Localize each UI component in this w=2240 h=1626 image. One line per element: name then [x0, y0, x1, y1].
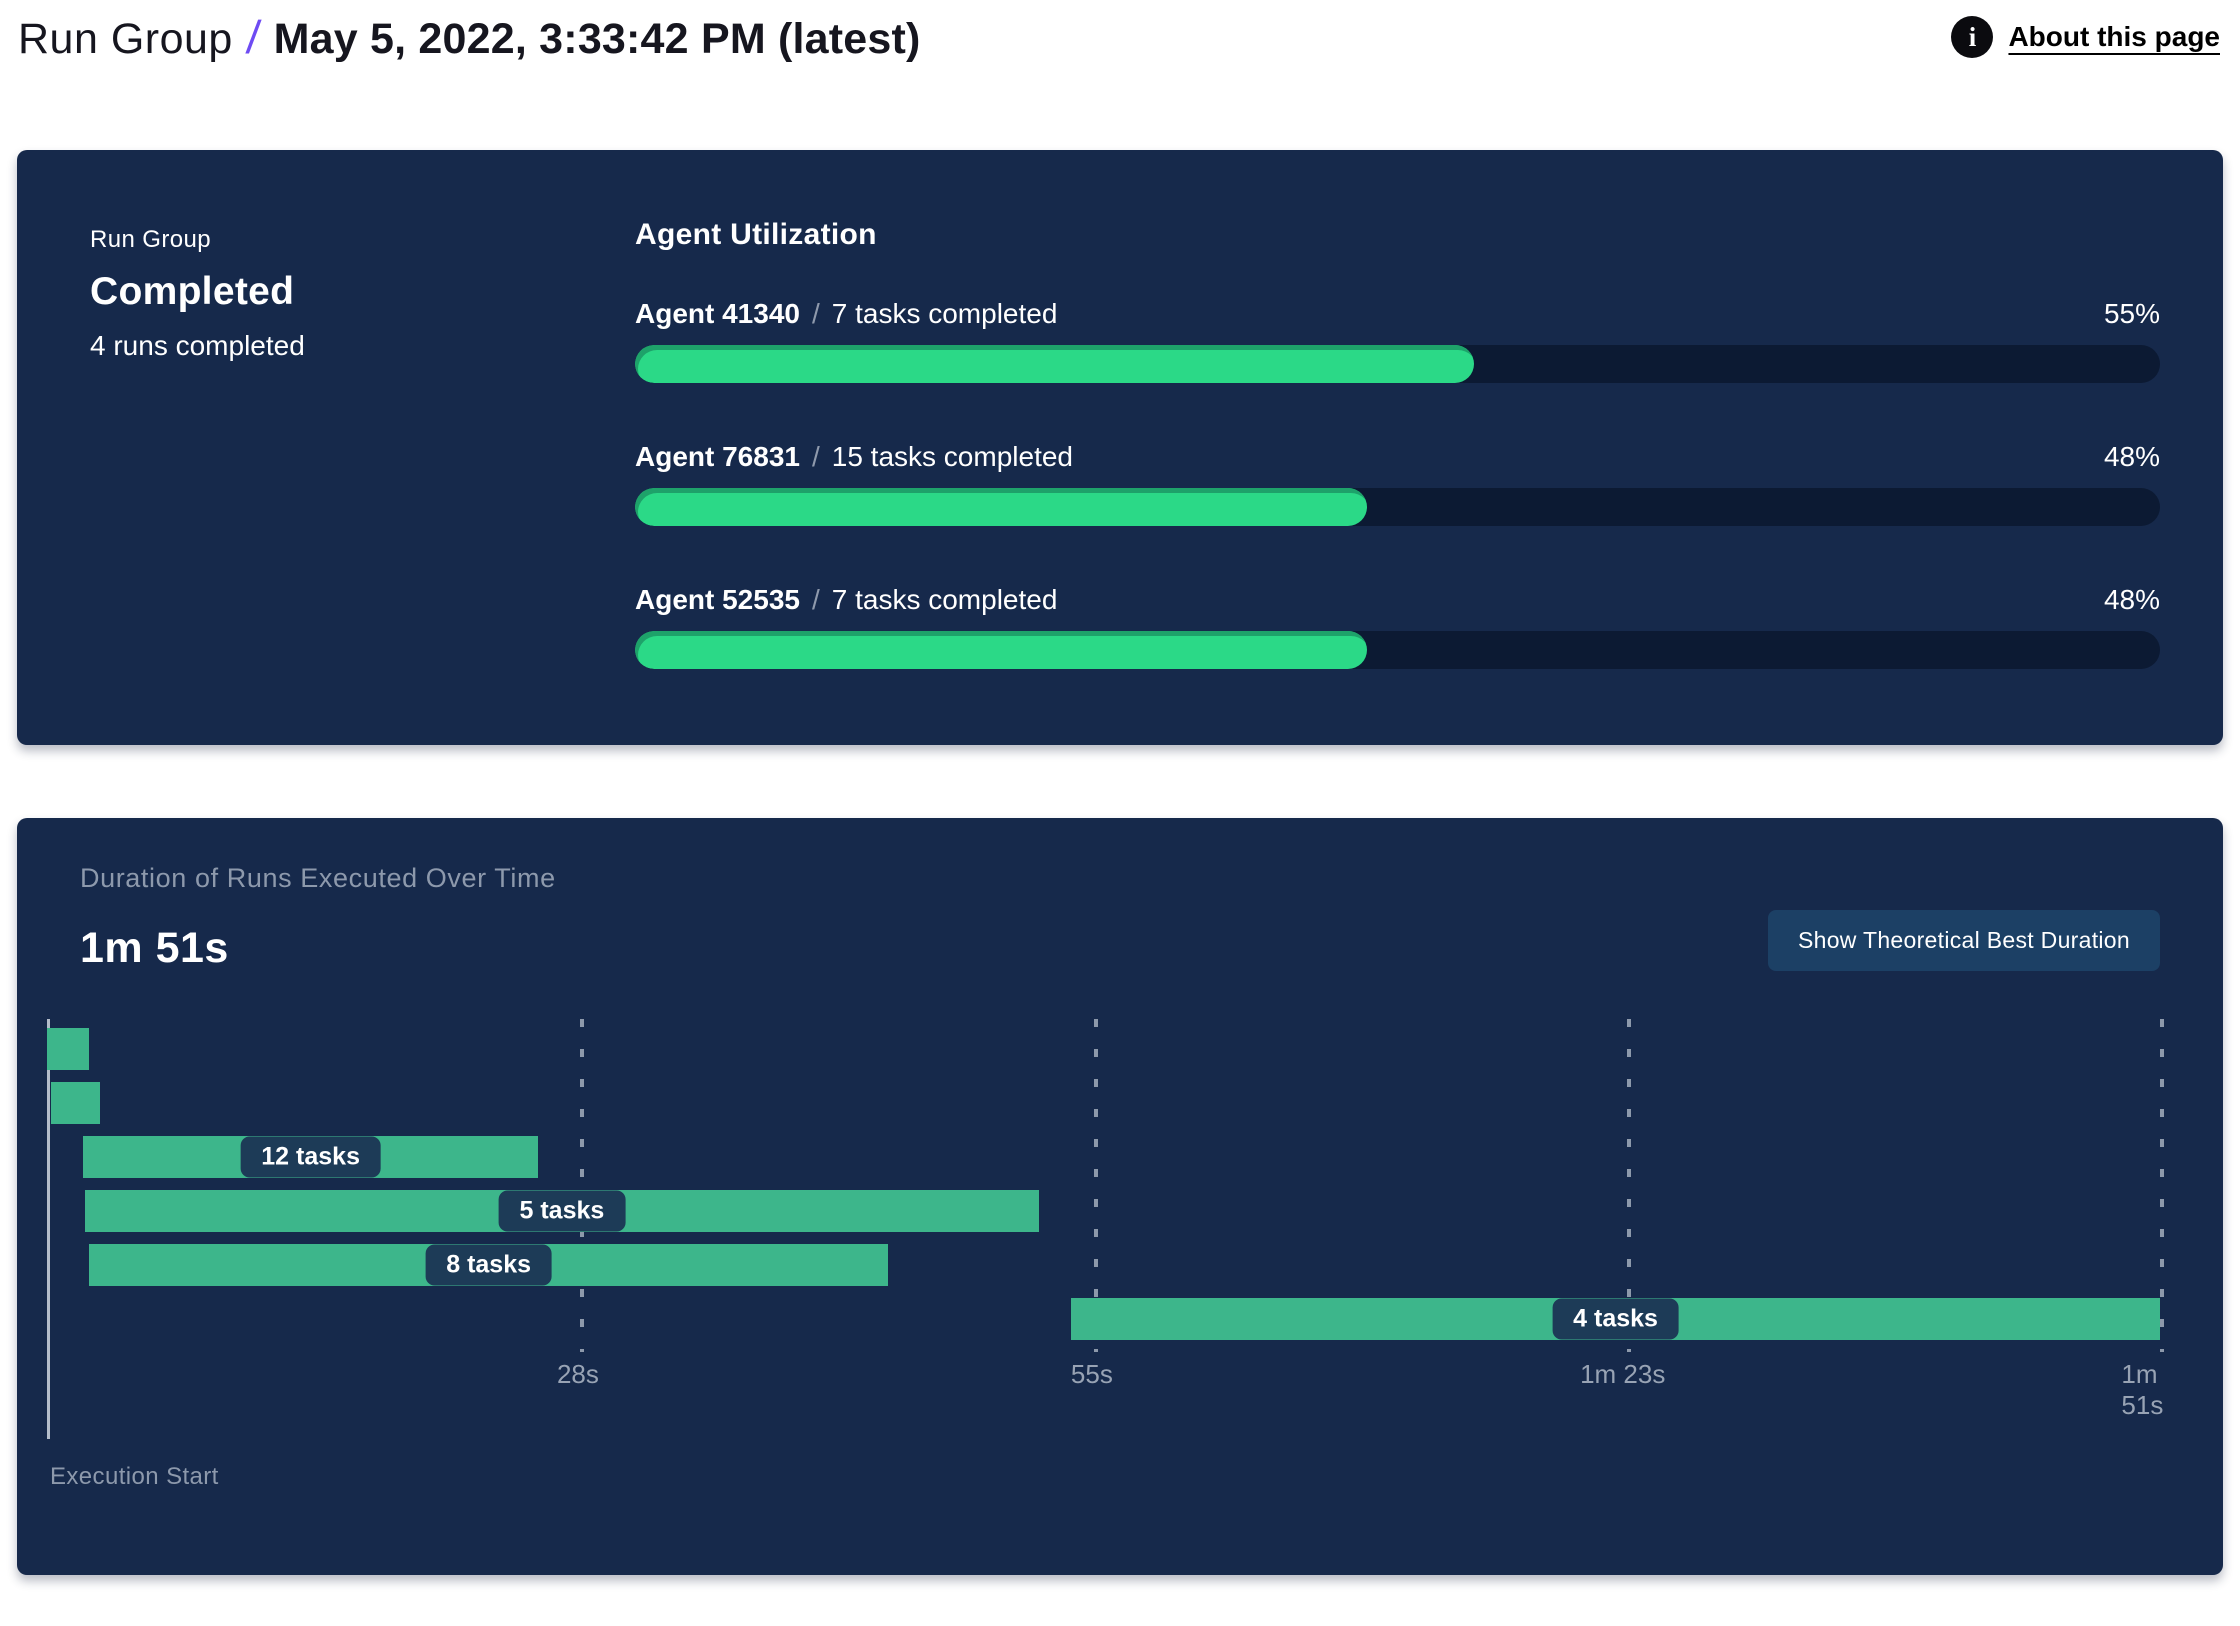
- execution-start-label: Execution Start: [50, 1463, 219, 1490]
- agent-tasks-completed: 15 tasks completed: [831, 441, 1073, 472]
- runs-completed-count: 4 runs completed: [90, 330, 305, 361]
- duration-panel-header: Duration of Runs Executed Over Time 1m 5…: [47, 863, 2160, 973]
- agent-tasks-completed: 7 tasks completed: [831, 584, 1058, 615]
- agent-label-line: Agent 76831 / 15 tasks completed 48%: [635, 441, 2160, 473]
- agent-utilization-section: Agent Utilization Agent 41340 / 7 tasks co…: [635, 218, 2160, 745]
- execution-start-axis-line: [47, 1019, 50, 1439]
- page-title: May 5, 2022, 3:33:42 PM (latest): [273, 15, 921, 63]
- agent-name: Agent 76831: [635, 441, 800, 472]
- agent-utilization-track: [635, 345, 2160, 383]
- duration-chart-title: Duration of Runs Executed Over Time: [80, 863, 556, 893]
- show-theoretical-best-duration-button[interactable]: Show Theoretical Best Duration: [1767, 910, 2160, 971]
- agent-separator: /: [811, 298, 820, 329]
- agent-label-line: Agent 41340 / 7 tasks completed 55%: [635, 298, 2160, 330]
- run-group-summary-panel: Run Group Completed 4 runs completed Age…: [17, 150, 2223, 745]
- duration-total-value: 1m 51s: [80, 924, 229, 972]
- page-header: Run Group / May 5, 2022, 3:33:42 PM (lat…: [18, 10, 2220, 64]
- gantt-bar-run-6[interactable]: 4 tasks: [1071, 1298, 2160, 1340]
- about-this-page-link[interactable]: i About this page: [1951, 16, 2220, 58]
- gridline-1m-23s: [1626, 1019, 1631, 1352]
- gantt-bar-run-1[interactable]: [47, 1028, 89, 1070]
- agent-utilization-percent: 48%: [2103, 441, 2160, 472]
- duration-title-block: Duration of Runs Executed Over Time 1m 5…: [47, 863, 556, 973]
- agent-utilization-heading: Agent Utilization: [635, 218, 877, 251]
- task-count-badge: 8 tasks: [425, 1244, 553, 1286]
- run-group-status-block: Run Group Completed 4 runs completed: [90, 218, 635, 745]
- gantt-bar-run-5[interactable]: 8 tasks: [88, 1244, 889, 1286]
- info-icon: i: [1951, 16, 1994, 58]
- agent-separator: /: [811, 441, 820, 472]
- agent-tasks-completed: 7 tasks completed: [831, 298, 1058, 329]
- agent-utilization-fill: [635, 488, 1367, 526]
- gridline-28s: [580, 1019, 584, 1352]
- run-group-status: Completed: [90, 270, 295, 313]
- agent-utilization-track: [635, 488, 2160, 526]
- agent-row-1: Agent 41340 / 7 tasks completed 55%: [635, 298, 2160, 383]
- agent-name: Agent 41340: [635, 298, 800, 329]
- gridline-55s: [1093, 1019, 1098, 1352]
- gantt-bar-run-4[interactable]: 5 tasks: [85, 1190, 1039, 1232]
- tick-label: 55s: [1070, 1359, 1113, 1389]
- run-group-label: Run Group: [90, 226, 211, 253]
- breadcrumb: Run Group / May 5, 2022, 3:33:42 PM (lat…: [18, 10, 921, 64]
- agent-utilization-fill: [635, 345, 1474, 383]
- gridline-1m-51s: [2160, 1019, 2164, 1352]
- breadcrumb-run-group: Run Group: [18, 15, 233, 63]
- breadcrumb-separator: /: [244, 11, 263, 63]
- agent-utilization-fill: [635, 631, 1367, 669]
- tick-label: 28s: [556, 1359, 599, 1389]
- about-link-label: About this page: [2008, 21, 2220, 52]
- agent-separator: /: [811, 584, 820, 615]
- gantt-bar-run-2[interactable]: [50, 1082, 101, 1124]
- task-count-badge: 4 tasks: [1552, 1298, 1679, 1340]
- agent-name: Agent 52535: [635, 584, 800, 615]
- task-count-badge: 5 tasks: [498, 1190, 626, 1232]
- agent-utilization-percent: 48%: [2103, 584, 2160, 615]
- agent-row-2: Agent 76831 / 15 tasks completed 48%: [635, 441, 2160, 526]
- duration-gantt-chart: 28s 55s 1m 23s 1m 51s 12 tasks 5 tasks 8 tasks…: [47, 1019, 2164, 1439]
- tick-label: 1m 23s: [1580, 1359, 1666, 1389]
- tick-label: 1m 51s: [2121, 1359, 2164, 1420]
- task-count-badge: 12 tasks: [240, 1136, 381, 1178]
- agent-utilization-track: [635, 631, 2160, 669]
- agent-utilization-list: Agent 41340 / 7 tasks completed 55% Agent 76…: [635, 298, 2160, 669]
- gantt-bar-run-3[interactable]: 12 tasks: [83, 1136, 539, 1178]
- agent-utilization-percent: 55%: [2103, 298, 2160, 329]
- agent-row-3: Agent 52535 / 7 tasks completed 48%: [635, 584, 2160, 669]
- agent-label-line: Agent 52535 / 7 tasks completed 48%: [635, 584, 2160, 616]
- duration-panel: Duration of Runs Executed Over Time 1m 5…: [17, 818, 2223, 1575]
